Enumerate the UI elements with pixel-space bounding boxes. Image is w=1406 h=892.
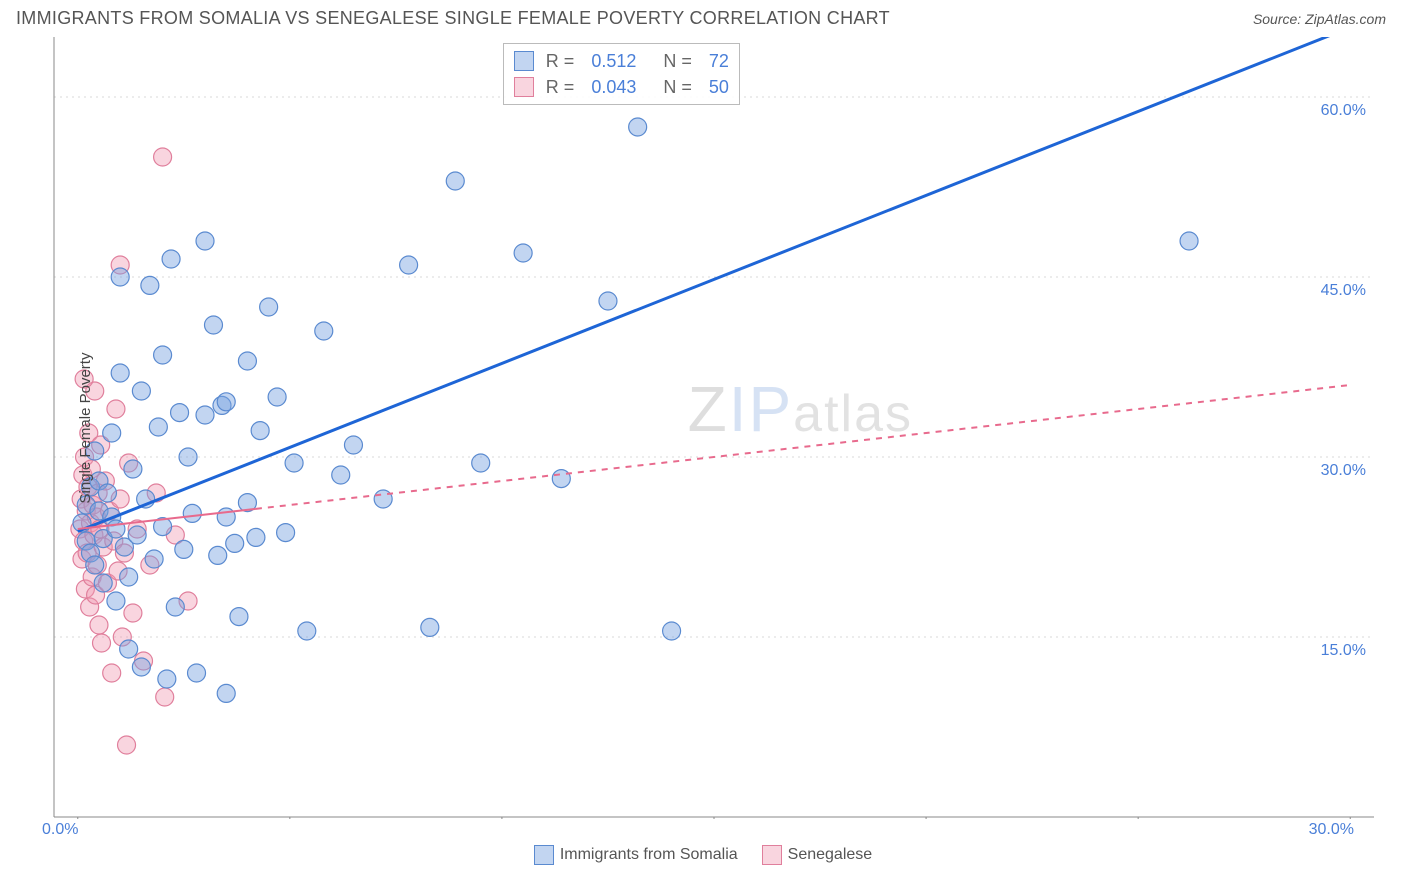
legend-swatch [514, 77, 534, 97]
series-legend-item-somalia: Immigrants from Somalia [534, 845, 738, 865]
x-tick-left: 0.0% [42, 821, 78, 839]
n-label: N = [663, 77, 692, 98]
source-attribution: Source: ZipAtlas.com [1253, 11, 1386, 27]
chart-header: IMMIGRANTS FROM SOMALIA VS SENEGALESE SI… [0, 0, 1406, 33]
svg-text:45.0%: 45.0% [1321, 282, 1366, 299]
series-legend: Immigrants from Somalia Senegalese [0, 845, 1406, 865]
scatter-chart: 15.0% 30.0% 45.0% 60.0% [16, 37, 1376, 819]
legend-row-somalia: R = 0.512 N = 72 [514, 48, 729, 74]
legend-swatch [514, 51, 534, 71]
x-axis-labels: 0.0% 30.0% [38, 819, 1358, 839]
r-value: 0.512 [591, 51, 636, 72]
x-tick-right: 30.0% [1309, 821, 1354, 839]
y-axis-label: Single Female Poverty [77, 353, 94, 504]
series-legend-item-senegalese: Senegalese [762, 845, 873, 865]
legend-label: Immigrants from Somalia [560, 846, 738, 863]
legend-label: Senegalese [788, 846, 873, 863]
r-label: R = [546, 77, 575, 98]
correlation-legend: R = 0.512 N = 72R = 0.043 N = 50 [503, 43, 740, 105]
r-value: 0.043 [591, 77, 636, 98]
n-label: N = [663, 51, 692, 72]
legend-swatch [762, 845, 782, 865]
svg-text:15.0%: 15.0% [1321, 642, 1366, 659]
chart-title: IMMIGRANTS FROM SOMALIA VS SENEGALESE SI… [16, 8, 890, 29]
n-value: 72 [709, 51, 729, 72]
legend-row-senegalese: R = 0.043 N = 50 [514, 74, 729, 100]
svg-text:30.0%: 30.0% [1321, 462, 1366, 479]
svg-text:60.0%: 60.0% [1321, 102, 1366, 119]
chart-area: Single Female Poverty 15.0% 30.0% 45.0% 60.… [16, 37, 1390, 819]
legend-swatch [534, 845, 554, 865]
r-label: R = [546, 51, 575, 72]
n-value: 50 [709, 77, 729, 98]
